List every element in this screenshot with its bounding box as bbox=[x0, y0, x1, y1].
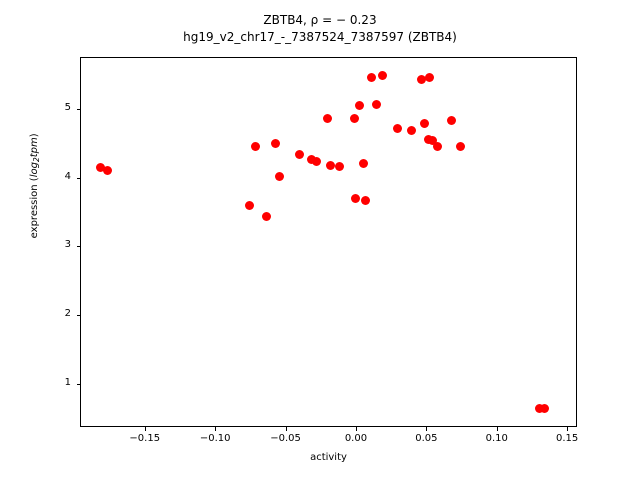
y-axis-label-prefix: expression ( bbox=[29, 177, 41, 239]
data-point bbox=[334, 161, 344, 171]
data-point bbox=[407, 125, 417, 135]
y-axis-label-subscript: 2 bbox=[31, 157, 41, 163]
y-tick-label: 4 bbox=[64, 170, 71, 182]
data-point bbox=[424, 72, 434, 82]
data-point bbox=[455, 142, 465, 152]
y-axis-label-log: log bbox=[29, 162, 41, 178]
x-tick-mark bbox=[567, 427, 569, 431]
x-tick-mark bbox=[215, 427, 217, 431]
data-point bbox=[351, 194, 361, 204]
x-tick-label: 0.10 bbox=[485, 433, 508, 444]
figure-title: ZBTB4, ρ = − 0.23 hg19_v2_chr17_-_738752… bbox=[0, 12, 640, 46]
data-point bbox=[251, 142, 261, 152]
figure-title-line-2: hg19_v2_chr17_-_7387524_7387597 (ZBTB4) bbox=[183, 30, 457, 44]
data-point bbox=[358, 158, 368, 168]
data-point bbox=[261, 211, 271, 221]
y-tick-label: 5 bbox=[64, 101, 71, 113]
y-tick-mark bbox=[76, 108, 80, 110]
data-point bbox=[275, 172, 285, 181]
data-point bbox=[244, 200, 254, 210]
x-tick-label: 0.00 bbox=[344, 433, 368, 444]
x-tick-label: 0.15 bbox=[556, 433, 579, 444]
data-point bbox=[311, 156, 321, 166]
data-point bbox=[377, 70, 387, 80]
data-point bbox=[372, 100, 382, 110]
y-tick-label: 1 bbox=[64, 377, 71, 389]
x-tick-label: 0.05 bbox=[415, 433, 438, 444]
data-point bbox=[539, 403, 549, 413]
data-point bbox=[95, 163, 105, 173]
y-tick-mark bbox=[76, 384, 80, 386]
y-tick-label: 2 bbox=[64, 308, 71, 320]
data-point bbox=[393, 123, 403, 133]
data-point bbox=[427, 136, 437, 146]
data-point bbox=[354, 101, 364, 111]
data-point bbox=[366, 72, 376, 82]
data-point bbox=[271, 138, 281, 148]
x-tick-label: −0.10 bbox=[199, 433, 231, 444]
x-tick-mark bbox=[144, 427, 146, 431]
data-point bbox=[446, 115, 456, 125]
data-point bbox=[326, 160, 336, 170]
data-point bbox=[294, 149, 304, 159]
y-axis-label-tpm: tpm bbox=[29, 137, 41, 158]
y-tick-label: 3 bbox=[64, 239, 71, 251]
data-point bbox=[102, 166, 112, 176]
x-tick-mark bbox=[426, 427, 428, 431]
x-tick-label: −0.15 bbox=[129, 433, 161, 444]
x-tick-mark bbox=[496, 427, 498, 431]
figure-title-line-1: ZBTB4, ρ = − 0.23 bbox=[263, 13, 377, 27]
data-point bbox=[322, 114, 332, 124]
axes-frame bbox=[80, 57, 577, 427]
x-axis-label: activity bbox=[310, 452, 347, 463]
y-tick-mark bbox=[76, 246, 80, 248]
data-point bbox=[432, 141, 442, 151]
y-tick-mark bbox=[76, 177, 80, 179]
x-tick-label: −0.05 bbox=[270, 433, 301, 444]
y-tick-mark bbox=[76, 315, 80, 317]
plot-area bbox=[81, 58, 576, 426]
y-axis-label-suffix: ) bbox=[29, 133, 41, 138]
data-point bbox=[420, 118, 430, 128]
data-point bbox=[416, 74, 426, 84]
data-point bbox=[350, 114, 360, 124]
x-tick-mark bbox=[285, 427, 287, 431]
data-point bbox=[360, 196, 370, 206]
y-axis-label: expression (log2tpm) bbox=[29, 16, 41, 356]
x-tick-mark bbox=[355, 427, 357, 431]
